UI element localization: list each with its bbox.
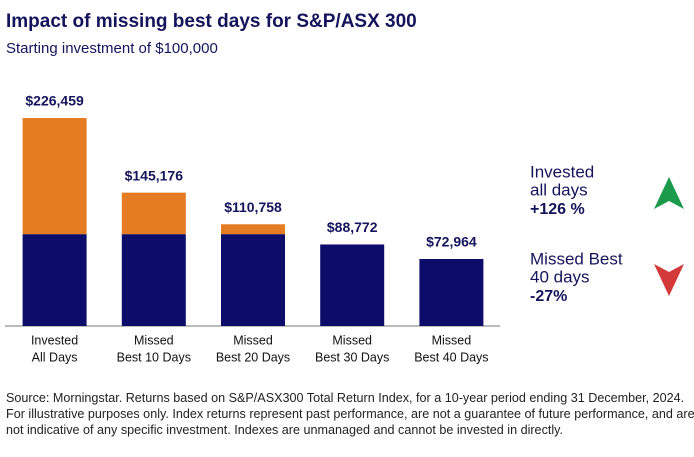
chart: Impact of missing best days for S&P/ASX … xyxy=(5,11,684,364)
annotation-text: Missed Best xyxy=(530,249,623,268)
x-tick-label: Missed xyxy=(134,333,174,347)
x-tick-label: Missed xyxy=(233,333,273,347)
x-tick-label: Missed xyxy=(332,333,372,347)
bar-segment xyxy=(221,234,285,326)
annotation-text: Invested xyxy=(530,162,594,181)
value-label: $110,758 xyxy=(224,199,282,215)
annotation-change: +126 % xyxy=(530,201,585,218)
arrow-icon xyxy=(654,264,684,296)
bar-segment xyxy=(419,258,484,326)
value-label: $72,964 xyxy=(426,234,477,250)
arrow-icon xyxy=(654,177,684,209)
x-tick-label: Invested xyxy=(31,333,78,347)
bar-segment xyxy=(221,224,285,235)
annotation-change: -27% xyxy=(530,288,567,305)
x-tick-label: Missed xyxy=(432,333,472,347)
bar-segment xyxy=(22,234,87,326)
chart-title: Impact of missing best days for S&P/ASX … xyxy=(6,11,417,32)
annotation-text: all days xyxy=(530,180,588,199)
bar-segment xyxy=(22,118,87,235)
bar-segment xyxy=(320,244,385,326)
value-label: $226,459 xyxy=(25,93,84,109)
annotation-text: 40 days xyxy=(530,267,590,286)
bar-segment xyxy=(121,234,186,326)
source-note: Source: Morningstar. Returns based on S&… xyxy=(6,391,694,437)
value-label: $145,176 xyxy=(125,167,184,183)
x-tick-label: All Days xyxy=(32,350,78,364)
x-tick-label: Best 30 Days xyxy=(315,350,389,364)
x-tick-label: Best 40 Days xyxy=(414,350,488,364)
x-tick-label: Best 20 Days xyxy=(216,350,290,364)
value-label: $88,772 xyxy=(327,219,378,235)
x-tick-label: Best 10 Days xyxy=(117,350,191,364)
bar-segment xyxy=(121,192,186,235)
chart-subtitle: Starting investment of $100,000 xyxy=(6,40,218,57)
